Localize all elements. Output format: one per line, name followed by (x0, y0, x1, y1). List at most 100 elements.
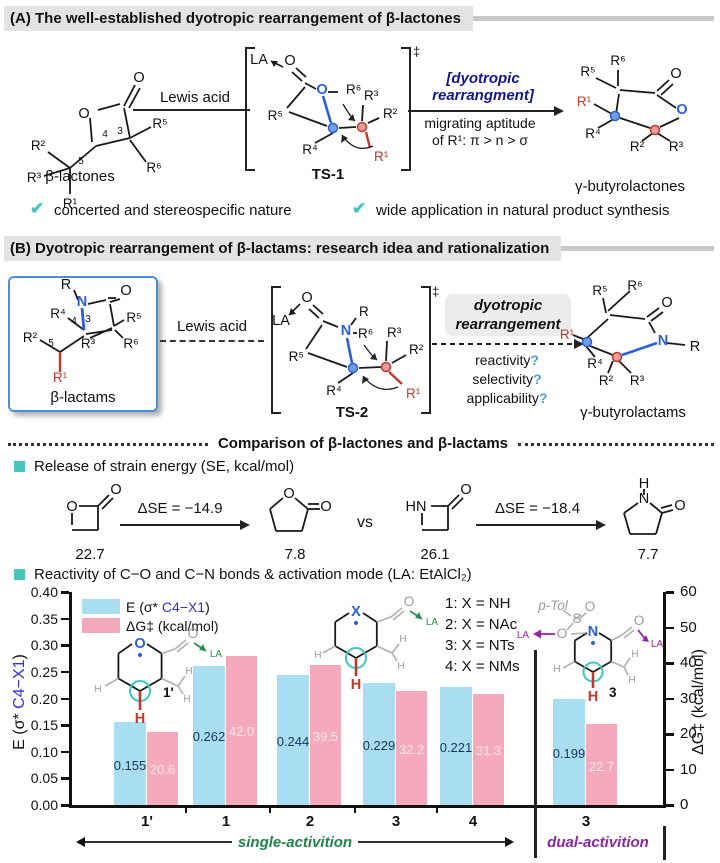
migrating-line1: migrating aptitude (424, 115, 536, 131)
ring-n-atom: N (341, 323, 351, 339)
y-right-tick (666, 768, 674, 771)
ring-number: 4 (71, 316, 77, 327)
ring-n-atom: N (588, 624, 598, 640)
bar-g-value: 20.6 (149, 762, 176, 778)
gamma-butyrolactones-label: γ-butyrolactones (574, 178, 686, 195)
bar-e (440, 687, 472, 805)
r2-label: R² (599, 373, 614, 388)
y-right-tick-label: 30 (680, 689, 697, 707)
right-axis-label: ΔG‡ (kcal/mol) (690, 649, 707, 755)
bar-e-value: 0.155 (113, 757, 147, 773)
ts1-label: TS-1 (311, 166, 345, 183)
bar-g-value: 32.2 (398, 741, 425, 757)
gamma-butyrolactam-structure: N O R R⁶ R⁵ R¹ R⁴ R² R³ (560, 278, 700, 388)
se-value: 26.1 (420, 546, 450, 563)
h-atom: H (185, 666, 192, 677)
inset-structure-1prime: O H H H O LA H 1' (94, 626, 222, 727)
ring-x-atom: X (351, 604, 361, 620)
r6-label: R⁶ (123, 336, 138, 351)
n-atom: N (639, 491, 649, 507)
o-atom: O (404, 594, 415, 609)
r2-label: R² (383, 106, 398, 121)
teal-bullet-icon (14, 569, 25, 580)
y-left-tick-label: 0.05 (30, 770, 58, 787)
o-atom: O (188, 626, 199, 641)
r2-label: R² (630, 139, 645, 154)
inset-structure-3: p-Tol S O O LA N O LA H H H H 3 (517, 598, 664, 705)
o-atom: O (120, 283, 131, 299)
ring-number: 5 (78, 156, 84, 167)
bar-e (193, 665, 225, 805)
r6-label: R⁶ (610, 53, 625, 68)
y-left-tick-label: 0.30 (30, 637, 58, 654)
r4-label: R⁴ (587, 356, 603, 371)
r6-label: R⁶ (346, 82, 361, 97)
bar-e (277, 675, 309, 805)
reaction-arrow-a2 (408, 106, 564, 116)
r6-label: R⁶ (627, 278, 642, 293)
reaction-arrow-b1 (160, 340, 264, 342)
migrating-line2: of R¹: π > n > σ (431, 132, 529, 148)
se-value: 22.7 (75, 546, 105, 563)
y-left-tick (61, 670, 69, 674)
r3-label: R³ (27, 170, 42, 185)
r1-label: R¹ (577, 94, 592, 109)
x-tick-label: 3 (581, 813, 591, 830)
section-b-title: (B) Dyotropic rearrangement of β-lactams… (4, 236, 562, 261)
y-right-tick (666, 697, 674, 700)
right-axis-line (663, 592, 666, 808)
r3-label: R³ (669, 139, 684, 154)
y-left-tick-label: 0.10 (30, 743, 58, 760)
la-label: LA (651, 639, 664, 650)
ring-o-atom: O (676, 102, 687, 118)
dyotropic-a-line1: [dyotropic (446, 70, 520, 87)
gamma-butyrolactams-label: γ-butyrolactams (580, 404, 686, 421)
la-label: LA (250, 52, 268, 68)
bar-g-value: 39.5 (312, 728, 339, 744)
la-label: LA (426, 617, 439, 628)
dagger-b: ‡ (432, 284, 440, 299)
x-minor-tick (269, 807, 271, 813)
r-label: R (61, 277, 71, 293)
x-tick-label: 1 (221, 813, 231, 830)
beta-lactam-small: HN O (406, 482, 472, 531)
r6-label: R⁶ (358, 326, 373, 341)
bar-e-value: 0.221 (439, 740, 473, 756)
h-atom: H (183, 694, 190, 705)
ring-number: 4 (102, 129, 108, 140)
y-left-tick (61, 697, 69, 700)
x-minor-tick (185, 807, 187, 813)
y-right-tick (666, 804, 674, 807)
bar-e (114, 722, 146, 805)
h-atom: H (397, 661, 404, 672)
r3-label: R³ (364, 88, 379, 103)
inset3-label: 3 (609, 685, 617, 700)
section-b-rule (561, 246, 714, 251)
y-left-tick (61, 724, 69, 727)
o-atom: O (634, 613, 645, 628)
checkmark-icon: ✔ (30, 199, 45, 218)
o-atom: O (78, 106, 89, 122)
section-a-title: (A) The well-established dyotropic rearr… (4, 6, 473, 31)
red-h-atom: H (351, 677, 361, 693)
gamma-butyrolactone-structure: O O R⁶ R⁵ R¹ R⁴ R² R³ (577, 53, 688, 154)
ring-number: 5 (48, 338, 54, 349)
y-right-tick-label: 50 (680, 618, 697, 636)
legend-e-label: E (σ* C4−X1) (126, 598, 210, 615)
y-right-tick (666, 591, 674, 594)
r1-label: R¹ (406, 386, 421, 401)
applicability-text: applicability (466, 390, 539, 406)
h-atom: H (94, 684, 101, 695)
reactivity-header: Reactivity of C−O and C−N bonds & activa… (34, 566, 472, 583)
o-atom: O (460, 482, 471, 498)
dual-activation-label: dual-activition (547, 834, 649, 851)
red-h-atom: H (135, 711, 145, 727)
s-atom: S (572, 611, 581, 626)
gamma-butyrolactone-small: O O (269, 486, 332, 532)
ring-number: 3 (85, 314, 91, 325)
question-mark: ? (538, 390, 548, 406)
ts1-structure: LA O O R⁶ R³ R⁵ R⁴ R¹ R² (245, 47, 411, 171)
check2-text: wide application in natural product synt… (376, 202, 670, 219)
y-left-tick (61, 750, 69, 754)
